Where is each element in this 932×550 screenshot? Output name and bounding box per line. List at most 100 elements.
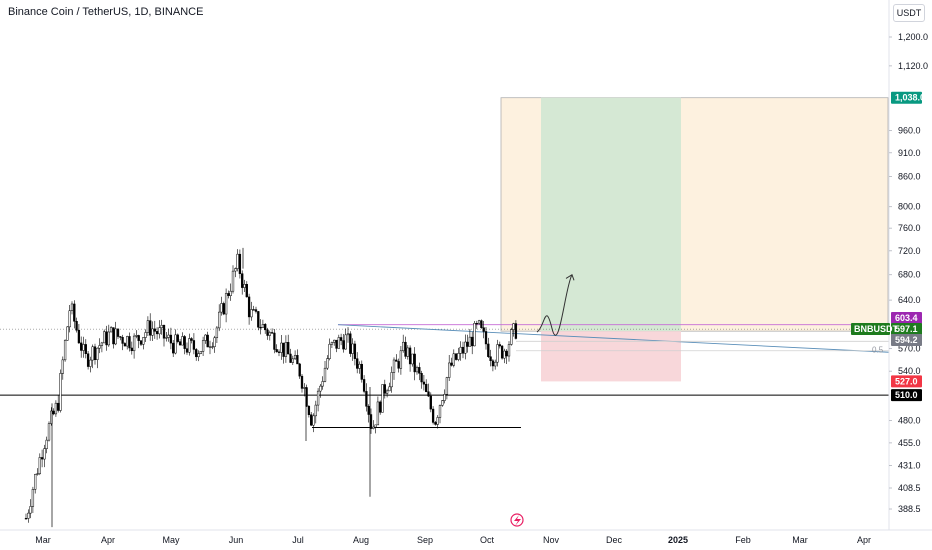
candle-body <box>135 335 138 337</box>
candle-body <box>464 341 467 354</box>
candle-body <box>273 332 276 350</box>
candle-body <box>153 328 156 332</box>
candle-body <box>160 324 163 328</box>
candle-body <box>381 384 384 413</box>
candle-body <box>270 332 274 334</box>
candle-body <box>123 343 127 347</box>
candle-body <box>420 373 423 383</box>
candle-body <box>241 273 244 288</box>
candle-body <box>128 336 131 349</box>
candle-body <box>307 406 311 415</box>
candle-body <box>68 310 71 328</box>
candle-body <box>107 331 110 346</box>
candle-body <box>344 334 347 350</box>
candle-body <box>231 270 235 292</box>
candle-body <box>296 355 299 365</box>
candle-body <box>247 296 251 318</box>
y-tick-label: 720.0 <box>898 246 921 256</box>
candle-body <box>411 353 414 365</box>
candle-body <box>176 334 179 342</box>
candle-body <box>404 341 407 357</box>
candle-body <box>388 386 391 392</box>
candle-body <box>477 320 481 324</box>
candle-body <box>397 361 400 369</box>
y-tick-label: 680.0 <box>898 270 921 280</box>
candle-body <box>27 512 30 519</box>
candle-body <box>303 387 306 389</box>
candle-body <box>461 346 465 354</box>
candle-body <box>402 341 405 352</box>
candle-body <box>213 337 216 347</box>
candle-body <box>197 353 200 358</box>
candle-body <box>399 350 403 369</box>
candle-body <box>52 410 55 415</box>
candle-body <box>376 401 380 426</box>
candle-body <box>59 373 62 411</box>
candle-body <box>220 303 223 313</box>
candle-body <box>139 340 143 345</box>
candle-body <box>162 324 166 339</box>
candle-body <box>353 343 357 359</box>
candle-body <box>496 344 499 363</box>
candle-body <box>507 344 511 357</box>
candle-body <box>144 332 147 338</box>
candle-body <box>471 336 474 347</box>
candle-body <box>413 353 416 373</box>
candle-body <box>356 358 359 369</box>
candle-body <box>264 324 267 331</box>
candle-body <box>505 350 508 357</box>
candle-body <box>323 367 327 382</box>
price-tag <box>891 323 922 335</box>
y-tick-label: 455.0 <box>898 438 921 448</box>
candle-body <box>443 394 446 401</box>
candle-body <box>172 342 175 354</box>
candle-body <box>215 327 219 339</box>
candle-body <box>201 340 205 352</box>
candle-body <box>330 342 334 345</box>
y-tick-label: 408.5 <box>898 483 921 493</box>
candle-body <box>457 353 460 360</box>
candle-body <box>103 331 106 344</box>
price-tag-label: 597.1 <box>895 324 918 334</box>
candle-body <box>491 360 495 367</box>
candle-body <box>312 415 315 426</box>
price-tag-label: 1,038.0 <box>895 93 925 103</box>
candle-body <box>224 293 228 315</box>
price-tag <box>891 334 922 346</box>
candle-body <box>406 347 409 357</box>
fib-label: 0.5 <box>872 345 884 354</box>
candle-body <box>24 518 28 520</box>
candle-body <box>66 326 69 341</box>
price-tag-label: 527.0 <box>895 376 918 386</box>
candle-body <box>337 337 340 349</box>
drawing-lines: 0.5 <box>0 273 890 429</box>
y-tick-label: 1,200.0 <box>898 32 928 42</box>
candle-body <box>245 284 248 298</box>
price-tag <box>891 375 922 388</box>
candle-body <box>257 311 260 328</box>
candle-body <box>282 342 285 357</box>
candle-body <box>494 361 497 367</box>
candle-body <box>454 353 458 360</box>
x-tick-label: Mar <box>792 535 808 545</box>
candle-body <box>372 426 375 429</box>
candle-body <box>310 414 313 426</box>
y-tick-label: 910.0 <box>898 148 921 158</box>
currency-selector[interactable]: USDT <box>893 4 925 22</box>
candle-body <box>473 322 476 347</box>
candle-body <box>422 381 426 385</box>
candle-body <box>234 268 237 272</box>
candle-body <box>105 331 108 346</box>
candle-body <box>61 359 64 374</box>
candle-body <box>119 336 122 338</box>
candle-body <box>181 336 184 346</box>
candle-body <box>418 367 421 374</box>
candle-body <box>146 320 150 333</box>
candle-body <box>43 448 46 460</box>
candle-body <box>314 404 317 417</box>
candle-body <box>441 400 444 406</box>
candle-body <box>89 359 92 367</box>
x-tick-label: Dec <box>606 535 623 545</box>
candle-body <box>192 340 196 350</box>
